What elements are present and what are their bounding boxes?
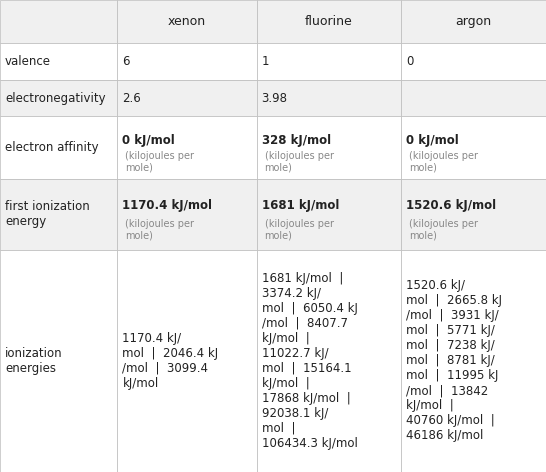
Bar xyxy=(0,0,117,43)
Text: (kilojoules per
mole): (kilojoules per mole) xyxy=(410,151,478,172)
Text: 1681 kJ/mol: 1681 kJ/mol xyxy=(262,199,339,212)
Text: 1170.4 kJ/mol: 1170.4 kJ/mol xyxy=(122,199,212,212)
Bar xyxy=(401,0,546,43)
Bar xyxy=(401,80,546,116)
Text: 328 kJ/mol: 328 kJ/mol xyxy=(262,134,331,147)
Text: valence: valence xyxy=(5,55,51,68)
Bar xyxy=(117,179,257,250)
Bar xyxy=(401,116,546,179)
Text: electron affinity: electron affinity xyxy=(5,141,99,154)
Bar xyxy=(0,179,117,250)
Bar xyxy=(0,43,117,80)
Bar xyxy=(117,250,257,472)
Bar xyxy=(0,250,117,472)
Bar xyxy=(401,179,546,250)
Text: 1681 kJ/mol  |
3374.2 kJ/
mol  |  6050.4 kJ
/mol  |  8407.7
kJ/mol  |
11022.7 kJ: 1681 kJ/mol | 3374.2 kJ/ mol | 6050.4 kJ… xyxy=(262,272,358,450)
Text: 1170.4 kJ/
mol  |  2046.4 kJ
/mol  |  3099.4
kJ/mol: 1170.4 kJ/ mol | 2046.4 kJ /mol | 3099.4… xyxy=(122,332,218,390)
Bar xyxy=(117,116,257,179)
Text: (kilojoules per
mole): (kilojoules per mole) xyxy=(265,219,334,241)
Bar xyxy=(257,250,401,472)
Text: xenon: xenon xyxy=(168,15,206,28)
Text: 0 kJ/mol: 0 kJ/mol xyxy=(122,134,175,147)
Text: (kilojoules per
mole): (kilojoules per mole) xyxy=(126,151,194,172)
Text: argon: argon xyxy=(455,15,492,28)
Text: ionization
energies: ionization energies xyxy=(5,347,63,375)
Text: 2.6: 2.6 xyxy=(122,92,141,105)
Bar xyxy=(117,0,257,43)
Text: 6: 6 xyxy=(122,55,130,68)
Text: 1520.6 kJ/mol: 1520.6 kJ/mol xyxy=(406,199,496,212)
Text: fluorine: fluorine xyxy=(305,15,353,28)
Text: 0: 0 xyxy=(406,55,414,68)
Bar xyxy=(117,80,257,116)
Text: (kilojoules per
mole): (kilojoules per mole) xyxy=(126,219,194,241)
Text: 0 kJ/mol: 0 kJ/mol xyxy=(406,134,459,147)
Bar xyxy=(257,43,401,80)
Bar xyxy=(401,43,546,80)
Text: 1520.6 kJ/
mol  |  2665.8 kJ
/mol  |  3931 kJ/
mol  |  5771 kJ/
mol  |  7238 kJ/: 1520.6 kJ/ mol | 2665.8 kJ /mol | 3931 k… xyxy=(406,279,502,442)
Bar xyxy=(117,43,257,80)
Bar xyxy=(257,80,401,116)
Text: electronegativity: electronegativity xyxy=(5,92,105,105)
Text: first ionization
energy: first ionization energy xyxy=(5,200,90,228)
Text: 3.98: 3.98 xyxy=(262,92,288,105)
Bar xyxy=(257,116,401,179)
Text: 1: 1 xyxy=(262,55,269,68)
Bar xyxy=(257,0,401,43)
Text: (kilojoules per
mole): (kilojoules per mole) xyxy=(265,151,334,172)
Text: (kilojoules per
mole): (kilojoules per mole) xyxy=(410,219,478,241)
Bar xyxy=(401,250,546,472)
Bar xyxy=(0,80,117,116)
Bar xyxy=(0,116,117,179)
Bar xyxy=(257,179,401,250)
